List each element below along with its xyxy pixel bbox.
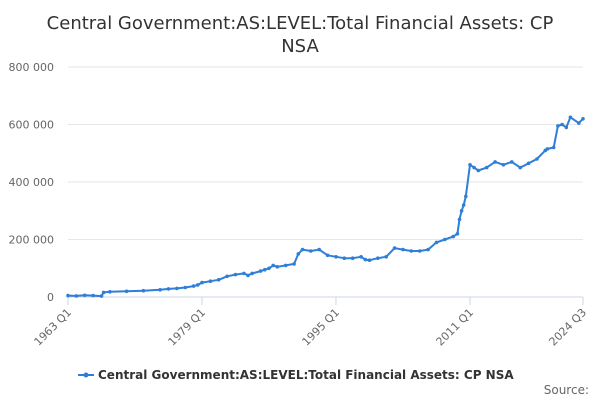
series-point[interactable] xyxy=(175,286,179,291)
series-point[interactable] xyxy=(545,147,550,151)
series-point[interactable] xyxy=(451,234,456,239)
series-point[interactable] xyxy=(267,266,271,271)
series-point[interactable] xyxy=(560,122,564,127)
series-point[interactable] xyxy=(141,288,146,293)
series-point[interactable] xyxy=(225,274,229,279)
series-point[interactable] xyxy=(556,124,560,128)
series-point[interactable] xyxy=(166,287,171,291)
y-gridlines xyxy=(68,66,583,240)
series-point[interactable] xyxy=(263,267,267,272)
series-point[interactable] xyxy=(242,271,246,276)
series-point[interactable] xyxy=(434,240,439,245)
series-point[interactable] xyxy=(216,278,221,282)
y-tick-label: 600 000 xyxy=(9,119,55,132)
y-axis-labels: 0 200 000 400 000 600 000 800 000 xyxy=(9,61,55,304)
series-point[interactable] xyxy=(66,293,70,298)
legend-symbol-marker xyxy=(83,372,89,378)
series-point[interactable] xyxy=(457,217,462,222)
series-point[interactable] xyxy=(309,249,313,253)
y-tick-label: 200 000 xyxy=(9,234,55,247)
series-point[interactable] xyxy=(82,293,87,298)
series-point[interactable] xyxy=(401,247,405,252)
series-point[interactable] xyxy=(292,262,296,266)
series-point[interactable] xyxy=(493,160,497,164)
series-point[interactable] xyxy=(417,249,422,253)
series-point[interactable] xyxy=(196,283,200,287)
series-point[interactable] xyxy=(275,265,280,269)
series-point[interactable] xyxy=(350,256,355,261)
series-point[interactable] xyxy=(183,285,187,290)
series-point[interactable] xyxy=(246,273,250,278)
series-point[interactable] xyxy=(158,288,162,292)
legend[interactable]: Central Government:AS:LEVEL:Total Financ… xyxy=(78,368,514,382)
series-point[interactable] xyxy=(342,256,347,261)
series-point[interactable] xyxy=(233,272,238,277)
series-layer xyxy=(66,115,585,298)
series-point[interactable] xyxy=(91,293,95,298)
series-point[interactable] xyxy=(461,203,466,207)
y-tick-label: 800 000 xyxy=(9,61,55,74)
source-label: Source: xyxy=(544,383,589,397)
series-point[interactable] xyxy=(459,209,464,213)
series-point[interactable] xyxy=(271,263,276,268)
series-point[interactable] xyxy=(476,168,481,173)
series-point[interactable] xyxy=(551,145,556,150)
chart-title-line-2: NSA xyxy=(281,36,319,57)
series-point[interactable] xyxy=(359,254,363,259)
y-tick-label: 0 xyxy=(47,291,54,304)
series-point[interactable] xyxy=(564,125,569,130)
series-point[interactable] xyxy=(384,254,389,259)
legend-item-label: Central Government:AS:LEVEL:Total Financ… xyxy=(98,368,514,382)
series-point[interactable] xyxy=(568,115,573,120)
series-point[interactable] xyxy=(300,247,305,252)
series-point[interactable] xyxy=(535,157,539,161)
series-point[interactable] xyxy=(208,279,213,284)
series-point[interactable] xyxy=(317,247,322,252)
series-point[interactable] xyxy=(258,269,263,273)
series-point[interactable] xyxy=(74,294,79,298)
series-point[interactable] xyxy=(455,232,460,236)
series-point[interactable] xyxy=(124,289,129,294)
series-point[interactable] xyxy=(191,284,196,288)
series-point[interactable] xyxy=(501,163,506,167)
series-point[interactable] xyxy=(472,165,476,170)
series-point[interactable] xyxy=(200,280,204,285)
chart-title-line-1: Central Government:AS:LEVEL:Total Financ… xyxy=(47,13,554,34)
series-point[interactable] xyxy=(510,160,514,164)
series-point[interactable] xyxy=(409,249,414,253)
series-point[interactable] xyxy=(577,121,581,125)
series-point[interactable] xyxy=(283,263,288,268)
series-point[interactable] xyxy=(392,246,397,250)
series-point[interactable] xyxy=(367,258,372,263)
series-point[interactable] xyxy=(518,165,522,170)
series-point[interactable] xyxy=(334,254,338,259)
series-point[interactable] xyxy=(325,253,330,258)
series-point[interactable] xyxy=(108,290,112,294)
x-axis-ticks xyxy=(67,297,584,305)
series-point[interactable] xyxy=(101,290,106,295)
series-point[interactable] xyxy=(464,194,468,199)
series-point[interactable] xyxy=(250,271,254,276)
series-point[interactable] xyxy=(468,163,472,167)
y-tick-label: 400 000 xyxy=(9,176,55,189)
series-point[interactable] xyxy=(581,117,585,121)
series-point[interactable] xyxy=(99,294,104,298)
series-point[interactable] xyxy=(376,256,380,261)
series-point[interactable] xyxy=(296,252,301,256)
series-point[interactable] xyxy=(363,257,368,262)
series-point[interactable] xyxy=(484,165,489,170)
series-point[interactable] xyxy=(426,247,430,252)
series-point[interactable] xyxy=(443,237,447,242)
series-points xyxy=(66,115,585,298)
series-point[interactable] xyxy=(526,161,531,166)
